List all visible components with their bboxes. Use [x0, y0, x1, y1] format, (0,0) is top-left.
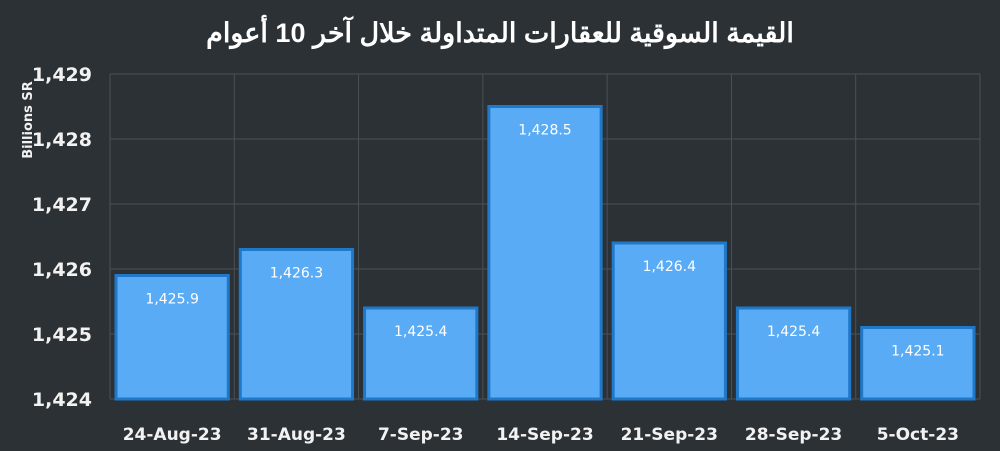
bar [238, 248, 355, 401]
y-tick-label: 1,429 [32, 64, 92, 86]
labels: 1,424 1,425 1,426 1,427 1,428 1,429 1,425.9 24-… [32, 64, 959, 445]
data-label: 1,425.9 [145, 292, 198, 308]
data-label: 1,425.1 [891, 344, 944, 360]
x-tick-label: 7-Sep-23 [378, 425, 464, 445]
bar [611, 241, 727, 401]
bar [860, 326, 976, 401]
data-label: 1,426.3 [270, 266, 323, 282]
x-tick-label: 21-Sep-23 [621, 425, 718, 445]
y-axis-label: Billions SR [21, 81, 36, 159]
x-tick-label: 14-Sep-23 [496, 425, 593, 445]
x-tick-label: 24-Aug-23 [123, 425, 222, 445]
y-tick-label: 1,426 [32, 259, 92, 281]
y-tick-label: 1,424 [32, 389, 92, 411]
y-tick-label: 1,428 [32, 129, 92, 151]
y-tick-label: 1,427 [32, 194, 92, 216]
data-label: 1,425.4 [394, 324, 448, 340]
x-tick-label: 31-Aug-23 [247, 425, 346, 445]
data-label: 1,428.5 [518, 123, 571, 139]
x-tick-label: 28-Sep-23 [745, 425, 842, 445]
chart-title: القيمة السوقية للعقارات المتداولة خلال آ… [206, 15, 794, 50]
data-label: 1,426.4 [643, 259, 697, 275]
x-tick-label: 5-Oct-23 [877, 425, 959, 445]
bar [735, 306, 852, 401]
bar [487, 105, 603, 401]
bar [114, 274, 230, 401]
y-tick-label: 1,425 [32, 324, 92, 346]
data-label: 1,425.4 [767, 324, 821, 340]
bar [363, 306, 479, 401]
bars [114, 105, 976, 401]
